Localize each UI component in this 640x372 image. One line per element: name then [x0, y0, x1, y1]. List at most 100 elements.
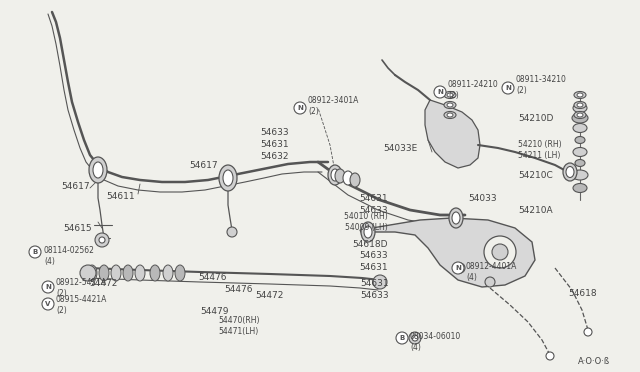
Ellipse shape: [575, 160, 585, 167]
Text: N: N: [45, 284, 51, 290]
Ellipse shape: [99, 265, 109, 281]
Ellipse shape: [328, 165, 342, 185]
Ellipse shape: [123, 265, 133, 281]
Ellipse shape: [572, 113, 588, 123]
Text: 54618: 54618: [568, 289, 596, 298]
Text: 54615: 54615: [63, 224, 92, 232]
Text: B: B: [33, 249, 38, 255]
Ellipse shape: [93, 162, 103, 178]
Ellipse shape: [573, 148, 587, 157]
Text: 54631: 54631: [360, 263, 388, 272]
Text: 54617: 54617: [61, 182, 90, 190]
Circle shape: [396, 332, 408, 344]
Circle shape: [42, 281, 54, 293]
Text: 08114-02562
(4): 08114-02562 (4): [44, 246, 95, 266]
Ellipse shape: [219, 165, 237, 191]
Text: 54210 (RH)
54211 (LH): 54210 (RH) 54211 (LH): [518, 140, 562, 160]
Text: 54033E: 54033E: [384, 144, 418, 153]
Ellipse shape: [361, 222, 375, 242]
Circle shape: [502, 82, 514, 94]
Ellipse shape: [449, 208, 463, 228]
Ellipse shape: [452, 212, 460, 224]
Text: 54633: 54633: [260, 128, 289, 137]
Ellipse shape: [573, 124, 587, 132]
Ellipse shape: [572, 170, 588, 180]
Ellipse shape: [364, 226, 372, 238]
Text: 54633: 54633: [360, 251, 388, 260]
Text: 54631: 54631: [360, 193, 388, 202]
Text: 08034-06010
(4): 08034-06010 (4): [410, 332, 461, 352]
Text: 54210D: 54210D: [518, 113, 554, 122]
Text: N: N: [297, 105, 303, 111]
Text: 54611: 54611: [106, 192, 135, 201]
Text: V: V: [45, 301, 51, 307]
Text: 54631: 54631: [260, 140, 289, 148]
Circle shape: [42, 298, 54, 310]
Text: A·O·O·ß: A·O·O·ß: [578, 357, 610, 366]
Ellipse shape: [566, 167, 574, 177]
Ellipse shape: [447, 93, 453, 97]
Ellipse shape: [577, 113, 583, 117]
Ellipse shape: [444, 102, 456, 109]
Circle shape: [485, 277, 495, 287]
Ellipse shape: [573, 183, 587, 192]
Ellipse shape: [577, 103, 583, 107]
Circle shape: [80, 265, 96, 281]
Text: 54633: 54633: [360, 292, 388, 301]
Text: 08911-34210
(2): 08911-34210 (2): [516, 75, 567, 95]
Text: 54476: 54476: [198, 273, 227, 282]
Circle shape: [455, 263, 465, 273]
Ellipse shape: [447, 113, 453, 117]
Ellipse shape: [135, 265, 145, 281]
Text: 54618D: 54618D: [353, 240, 388, 248]
Ellipse shape: [563, 163, 577, 181]
Text: 08915-4421A
(2): 08915-4421A (2): [56, 295, 108, 315]
Circle shape: [452, 262, 464, 274]
Circle shape: [484, 236, 516, 268]
Ellipse shape: [574, 112, 586, 119]
Ellipse shape: [573, 103, 587, 112]
Ellipse shape: [87, 265, 97, 281]
Text: 54010 (RH)
54009 (LH): 54010 (RH) 54009 (LH): [344, 212, 388, 232]
Circle shape: [409, 332, 421, 344]
Ellipse shape: [343, 171, 353, 185]
Ellipse shape: [577, 93, 583, 97]
Ellipse shape: [150, 265, 160, 281]
Ellipse shape: [575, 137, 585, 144]
Circle shape: [99, 237, 105, 243]
Text: 54472: 54472: [255, 291, 284, 299]
Ellipse shape: [444, 92, 456, 99]
Text: 54210A: 54210A: [518, 205, 552, 215]
Circle shape: [29, 246, 41, 258]
Text: 54476: 54476: [224, 285, 253, 295]
Text: 54617: 54617: [189, 160, 218, 170]
Text: 08912-5421A
(2): 08912-5421A (2): [56, 278, 108, 298]
Text: 54210C: 54210C: [518, 170, 553, 180]
Ellipse shape: [335, 169, 345, 183]
Polygon shape: [360, 218, 535, 287]
Ellipse shape: [350, 173, 360, 187]
Ellipse shape: [175, 265, 185, 281]
Ellipse shape: [444, 112, 456, 119]
Ellipse shape: [574, 102, 586, 109]
Ellipse shape: [574, 92, 586, 99]
Text: 54633: 54633: [360, 205, 388, 215]
Polygon shape: [425, 100, 480, 168]
Circle shape: [584, 328, 592, 336]
Text: 54479: 54479: [200, 308, 228, 317]
Text: 54631: 54631: [360, 279, 388, 288]
Ellipse shape: [163, 265, 173, 281]
Circle shape: [95, 233, 109, 247]
Circle shape: [227, 227, 237, 237]
Circle shape: [434, 86, 446, 98]
Ellipse shape: [331, 169, 339, 181]
Text: 08912-4401A
(4): 08912-4401A (4): [466, 262, 517, 282]
Text: 54033: 54033: [468, 193, 497, 202]
Text: N: N: [505, 85, 511, 91]
Circle shape: [492, 244, 508, 260]
Ellipse shape: [447, 103, 453, 107]
Text: N: N: [437, 89, 443, 95]
Text: 54632: 54632: [260, 151, 289, 160]
Text: 08912-3401A
(2): 08912-3401A (2): [308, 96, 360, 116]
Text: N: N: [455, 265, 461, 271]
